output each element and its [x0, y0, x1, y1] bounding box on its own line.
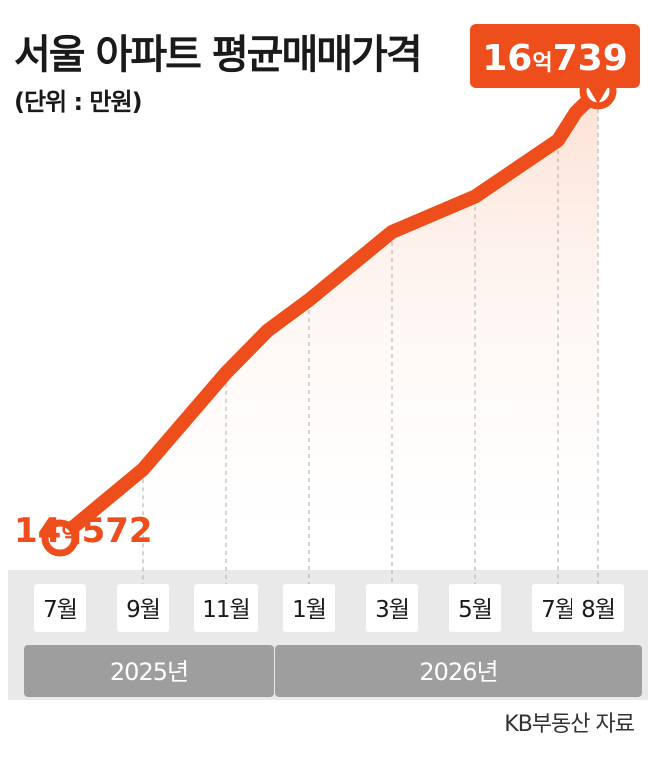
- year-bar: [24, 645, 274, 697]
- month-tick-box: [117, 584, 169, 632]
- month-tick-box: [532, 584, 584, 632]
- chart-unit: (단위 : 만원): [14, 88, 143, 116]
- month-tick-label: 1월: [292, 597, 326, 623]
- start-value-label: 14억572: [14, 511, 153, 551]
- month-tick-box: [194, 584, 258, 632]
- chart-title: 서울 아파트 평균매매가격: [14, 32, 423, 78]
- month-tick-box: [283, 584, 335, 632]
- month-tick-label: 11월: [202, 597, 249, 623]
- month-tick-label: 5월: [458, 597, 492, 623]
- month-tick-label: 9월: [126, 597, 160, 623]
- series-line: [53, 83, 605, 546]
- month-tick-label: 3월: [375, 597, 409, 623]
- year-bar: [275, 645, 642, 697]
- month-tick-label: 7월: [541, 597, 575, 623]
- area-fill: [60, 90, 598, 571]
- month-tick-box: [449, 584, 501, 632]
- callout-pointer: [588, 87, 608, 104]
- end-value-label: 16억739: [482, 38, 628, 79]
- month-tick-label: 7월: [43, 597, 77, 623]
- year-bar-label: 2026년: [419, 658, 497, 686]
- month-tick-label: 8월: [581, 597, 615, 623]
- month-tick-box: [34, 584, 86, 632]
- end-value-callout: [470, 24, 640, 88]
- start-point-marker: [41, 519, 79, 557]
- year-bar-label: 2025년: [110, 658, 188, 686]
- month-tick-box: [366, 584, 418, 632]
- source-note: KB부동산 자료: [504, 712, 635, 737]
- month-tick-box: [572, 584, 624, 632]
